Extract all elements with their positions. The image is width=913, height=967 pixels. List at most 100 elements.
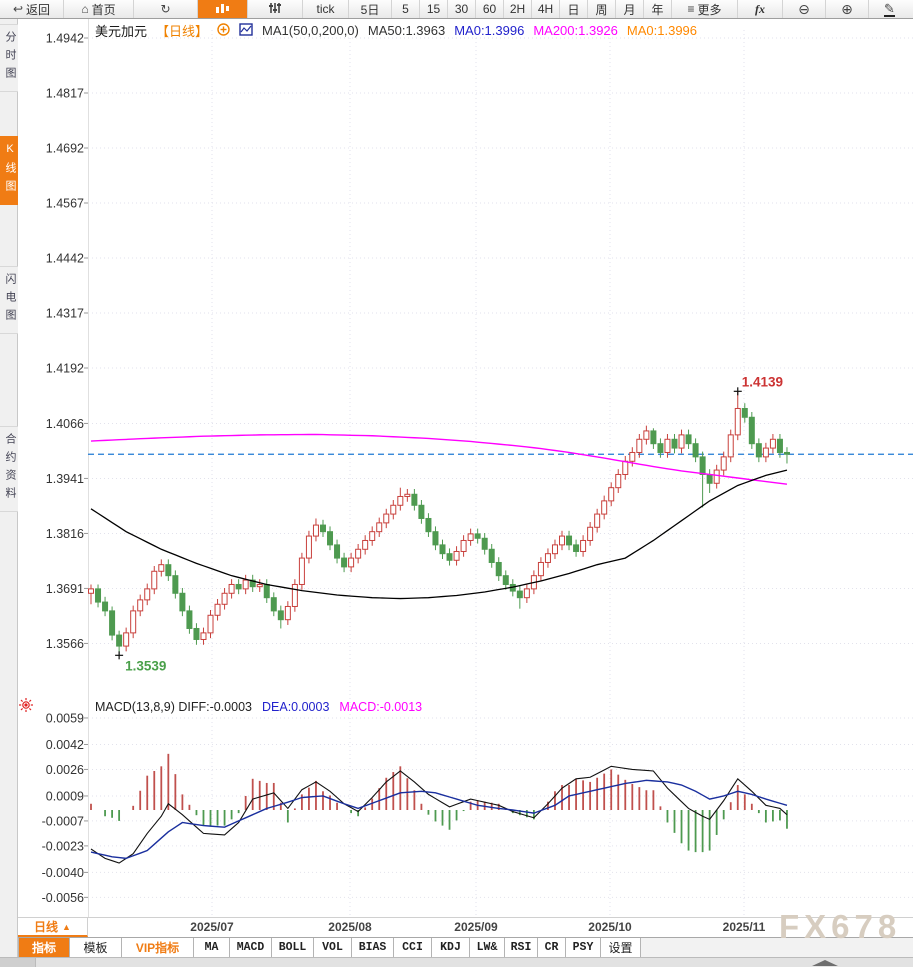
svg-text:1.3691: 1.3691: [46, 582, 84, 596]
ma50-value: MA50:1.3963: [367, 23, 446, 38]
tab-rsi[interactable]: RSI: [505, 938, 538, 957]
macd-title-diff: MACD(13,8,9) DIFF:-0.0003: [95, 700, 252, 714]
period-tick-button[interactable]: tick: [303, 0, 349, 18]
period-30m-button[interactable]: 30: [448, 0, 476, 18]
period-15m-button[interactable]: 15: [420, 0, 448, 18]
x-axis-label: 2025/08: [328, 920, 372, 934]
home-button[interactable]: ⌂ 首页: [64, 0, 134, 18]
ma0-value-blue: MA0:1.3996: [454, 23, 525, 38]
back-button[interactable]: ↩ 返回: [0, 0, 64, 18]
period-week-button[interactable]: 周: [588, 0, 616, 18]
period-60m-button[interactable]: 60: [476, 0, 504, 18]
macd-settings-icon[interactable]: [18, 697, 34, 716]
draw-button[interactable]: ✎: [869, 0, 910, 18]
indicator-sliders-button[interactable]: [248, 0, 303, 18]
ma-panel-icon[interactable]: [239, 22, 253, 39]
svg-text:0.0042: 0.0042: [46, 738, 84, 752]
zoom-out-button[interactable]: ⊖: [783, 0, 826, 18]
sidebar-item-kline-chart[interactable]: K线图: [0, 136, 18, 205]
period-label: 【日线】: [156, 24, 209, 39]
svg-text:1.4817: 1.4817: [46, 87, 84, 101]
zoom-in-button[interactable]: ⊕: [826, 0, 869, 18]
ma-settings: MA1(50,0,200,0): [262, 23, 359, 38]
fx-icon: fx: [755, 1, 765, 16]
tab-boll[interactable]: BOLL: [272, 938, 314, 957]
period-day-button[interactable]: 日: [560, 0, 588, 18]
sidebar-item-lightning-chart[interactable]: 闪电图: [0, 266, 18, 334]
period-2h-button[interactable]: 2H: [504, 0, 532, 18]
home-icon: ⌂: [81, 2, 89, 16]
svg-text:1.4567: 1.4567: [46, 197, 84, 211]
tab-cci[interactable]: CCI: [394, 938, 432, 957]
more-button[interactable]: ≡ 更多: [672, 0, 738, 18]
tab-cr[interactable]: CR: [538, 938, 566, 957]
zoom-out-icon: ⊖: [798, 1, 810, 17]
tab-ma[interactable]: MA: [194, 938, 230, 957]
tab-kdj[interactable]: KDJ: [432, 938, 470, 957]
x-axis-label: 2025/10: [588, 920, 632, 934]
period-5m-button[interactable]: 5: [392, 0, 420, 18]
macd-value: MACD:-0.0013: [339, 700, 423, 714]
svg-text:-0.0040: -0.0040: [42, 866, 84, 880]
tab-indicators[interactable]: 指标: [18, 938, 70, 957]
x-axis-label: 2025/07: [190, 920, 234, 934]
macd-header: MACD(13,8,9) DIFF:-0.0003 DEA:0.0003 MAC…: [95, 700, 422, 714]
menu-icon: ≡: [687, 2, 695, 16]
svg-text:0.0009: 0.0009: [46, 789, 84, 803]
period-year-button[interactable]: 年: [644, 0, 672, 18]
x-axis-label: 2025/11: [722, 920, 766, 934]
tab-bias[interactable]: BIAS: [352, 938, 394, 957]
svg-text:1.3539: 1.3539: [125, 658, 166, 673]
kline-chart-icon: [215, 3, 230, 15]
ma0-value-orange: MA0:1.3996: [626, 23, 698, 38]
period-month-button[interactable]: 月: [616, 0, 644, 18]
period-5day-button[interactable]: 5日: [349, 0, 392, 18]
scroll-left-button[interactable]: [0, 958, 36, 967]
x-axis-label: 2025/09: [454, 920, 498, 934]
symbol-name: 美元加元: [95, 24, 148, 39]
svg-text:-0.0007: -0.0007: [42, 814, 84, 828]
indicator-sliders-icon: [268, 2, 282, 17]
tab-vip-indicators[interactable]: VIP指标: [122, 938, 194, 957]
chart-type-sidebar: 分时图 K线图 闪电图 合约资料: [0, 18, 18, 957]
top-toolbar: ↩ 返回 ⌂ 首页 ↻ tick 5日 5 15 30 60 2H 4H 日 周 月…: [0, 0, 913, 19]
svg-text:-0.0056: -0.0056: [42, 891, 84, 905]
sidebar-item-contract-info[interactable]: 合约资料: [0, 426, 18, 512]
indicator-tab-bar: 指标 模板 VIP指标 MA MACD BOLL VOL BIAS CCI KD…: [0, 937, 913, 957]
tab-vol[interactable]: VOL: [314, 938, 352, 957]
svg-text:1.3816: 1.3816: [46, 527, 84, 541]
macd-dea-value: DEA:0.0003: [262, 700, 330, 714]
tab-templates[interactable]: 模板: [70, 938, 122, 957]
chart-header: 美元加元 【日线】 MA1(50,0,200,0) MA50:1.3963 MA…: [95, 21, 697, 40]
zoom-in-icon: ⊕: [841, 1, 853, 17]
tab-psy[interactable]: PSY: [566, 938, 601, 957]
svg-text:1.4442: 1.4442: [46, 252, 84, 266]
add-indicator-icon[interactable]: [217, 22, 230, 39]
svg-text:1.3941: 1.3941: [46, 472, 84, 486]
refresh-icon: ↻: [160, 2, 171, 16]
fx-indicator-button[interactable]: fx: [738, 0, 783, 18]
tab-macd[interactable]: MACD: [230, 938, 272, 957]
svg-text:1.4066: 1.4066: [46, 417, 84, 431]
svg-text:1.4942: 1.4942: [46, 32, 84, 46]
svg-text:1.4139: 1.4139: [742, 374, 783, 389]
svg-text:1.4192: 1.4192: [46, 362, 84, 376]
collapse-panel-arrow-icon[interactable]: [812, 960, 838, 966]
chevron-up-icon: ▲: [62, 921, 71, 932]
svg-text:1.4692: 1.4692: [46, 142, 84, 156]
sidebar-item-time-chart[interactable]: 分时图: [0, 24, 18, 92]
period-selector[interactable]: 日线 ▲: [18, 918, 88, 937]
tab-settings[interactable]: 设置: [601, 938, 641, 957]
period-4h-button[interactable]: 4H: [532, 0, 560, 18]
svg-text:0.0026: 0.0026: [46, 763, 84, 777]
bottom-scrollbar[interactable]: [0, 957, 913, 967]
refresh-button[interactable]: ↻: [134, 0, 198, 18]
svg-text:1.4317: 1.4317: [46, 307, 84, 321]
svg-text:1.3566: 1.3566: [46, 637, 84, 651]
tab-lwr[interactable]: LW&: [470, 938, 505, 957]
x-axis-row: 日线 ▲ 2025/07 2025/08 2025/09 2025/10 2025/11: [0, 917, 913, 937]
back-icon: ↩: [12, 2, 24, 16]
kline-chart-button[interactable]: [198, 0, 248, 18]
